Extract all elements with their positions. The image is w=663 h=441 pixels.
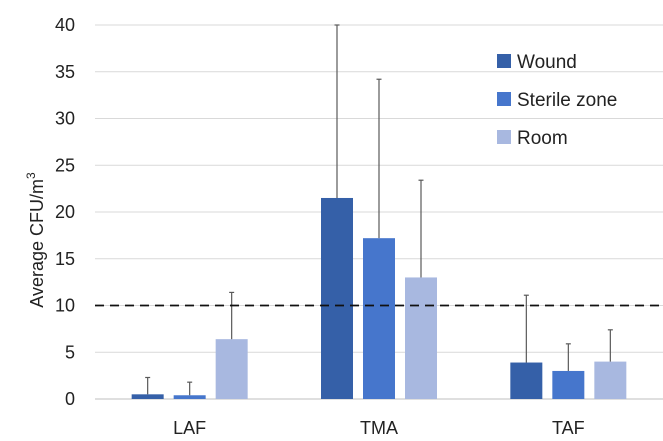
y-tick-label-15: 15 [55, 249, 75, 269]
y-tick-label-0: 0 [65, 389, 75, 409]
y-tick-label-20: 20 [55, 202, 75, 222]
y-tick-label-40: 40 [55, 15, 75, 35]
x-tick-labels: LAF TMA TAF [173, 418, 585, 438]
bar-tma-wound [321, 197, 353, 399]
bar-tma-room [405, 277, 437, 399]
y-tick-label-30: 30 [55, 109, 75, 129]
legend-swatch-wound [497, 54, 511, 68]
error-bars [145, 24, 613, 396]
x-tick-label-laf: LAF [173, 418, 206, 438]
y-tick-label-25: 25 [55, 155, 75, 175]
bar-taf-room [594, 361, 627, 399]
legend-label-wound: Wound [517, 52, 577, 73]
legend: Wound Sterile zone Room [497, 52, 617, 149]
bar-tma-sterile-zone [363, 238, 395, 399]
legend-label-sterile-zone: Sterile zone [517, 90, 617, 111]
y-axis-title-text: Average CFU/m [27, 179, 47, 308]
bar-taf-wound [510, 362, 543, 399]
legend-swatch-room [497, 130, 511, 144]
y-tick-label-5: 5 [65, 342, 75, 362]
legend-label-room: Room [517, 128, 568, 149]
y-tick-labels: 0 5 10 15 20 25 30 35 40 [55, 15, 75, 409]
y-tick-label-35: 35 [55, 62, 75, 82]
x-tick-label-taf: TAF [552, 418, 585, 438]
y-tick-label-10: 10 [55, 296, 75, 316]
bar-laf-wound [131, 394, 164, 399]
y-axis-title-superscript: 3 [24, 172, 38, 179]
bars [131, 197, 627, 399]
y-axis-title: Average CFU/m3 [24, 172, 47, 308]
bar-laf-sterile-zone [173, 395, 206, 399]
x-tick-label-tma: TMA [360, 418, 398, 438]
bar-taf-sterile-zone [552, 370, 585, 399]
bar-laf-room [215, 339, 248, 399]
legend-swatch-sterile-zone [497, 92, 511, 106]
